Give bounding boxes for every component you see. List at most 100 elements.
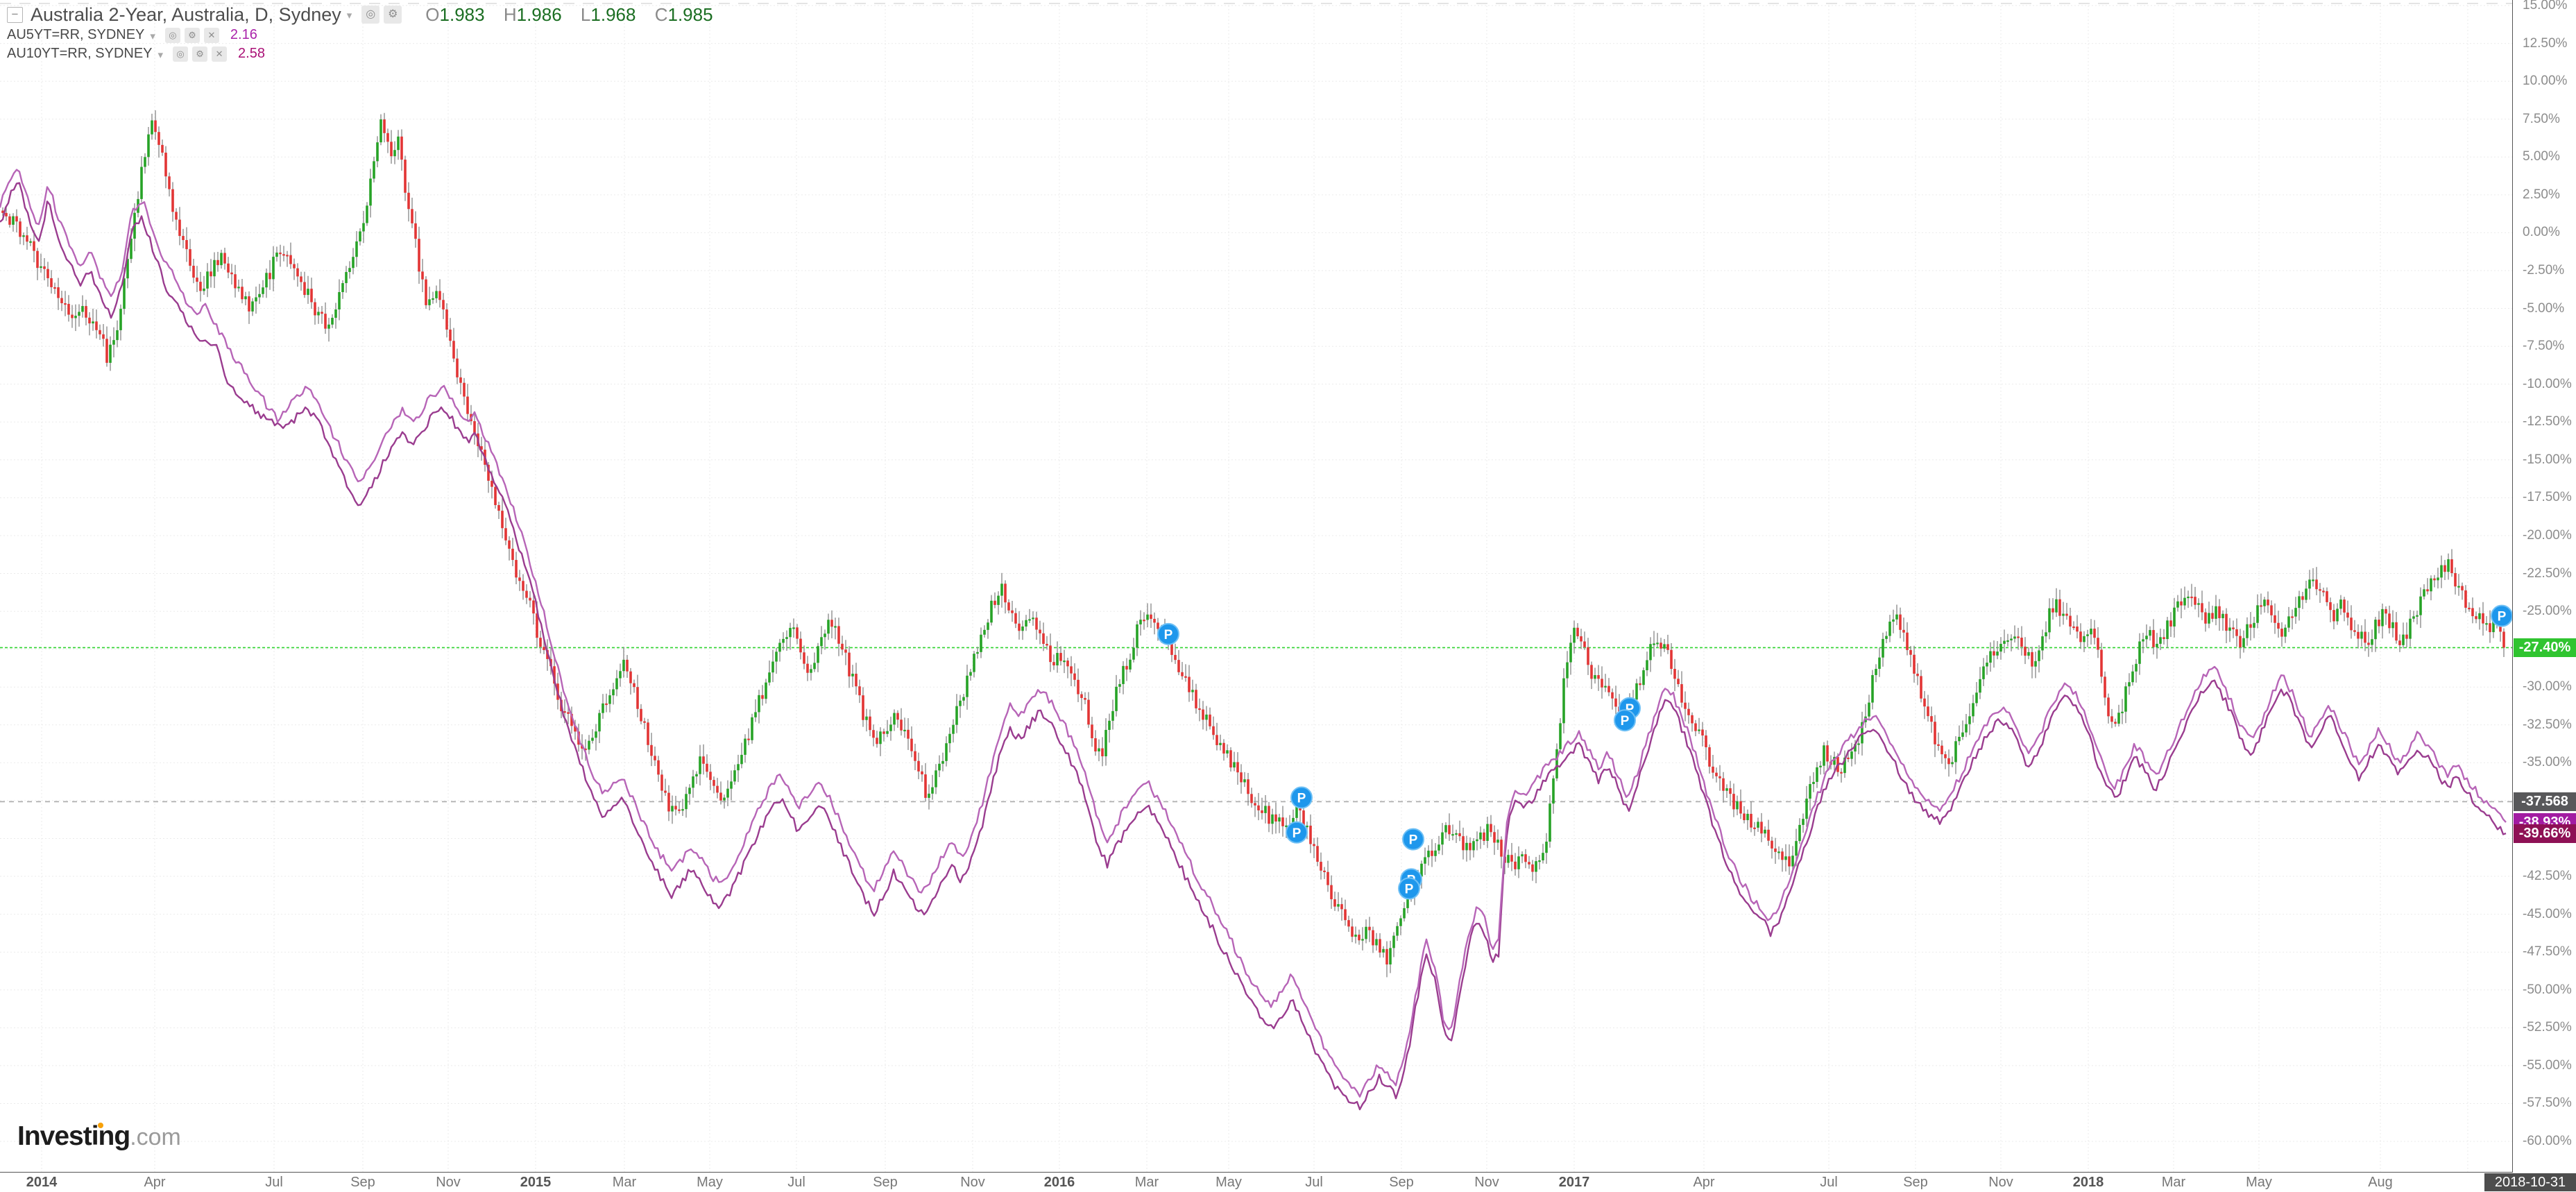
high-value: 1.986	[516, 3, 562, 25]
time-axis-label: May	[697, 1175, 723, 1190]
position-marker[interactable]: P	[1402, 828, 1424, 851]
time-axis-label: 2015	[520, 1175, 552, 1190]
visibility-icon[interactable]: ◎	[173, 46, 189, 62]
open-label: O	[425, 3, 440, 25]
position-marker[interactable]: P	[2491, 604, 2513, 627]
investing-logo: Investing.com	[17, 1121, 181, 1152]
time-axis-label: Mar	[1134, 1175, 1159, 1190]
low-value: 1.968	[590, 3, 636, 25]
time-axis-label: Apr	[1693, 1175, 1715, 1190]
close-icon[interactable]: ✕	[203, 27, 219, 43]
time-axis-label: Jul	[1305, 1175, 1323, 1190]
price-axis-label: -35.00%	[2523, 755, 2572, 770]
svg-text:P: P	[2498, 610, 2507, 624]
main-symbol-row: − Australia 2-Year, Australia, D, Sydney…	[7, 4, 713, 25]
logo-text: Investing	[17, 1121, 130, 1151]
position-marker[interactable]: P	[1290, 786, 1313, 809]
gear-icon[interactable]: ⚙	[184, 27, 200, 43]
time-axis-label: Jul	[1820, 1175, 1838, 1190]
time-axis-label: 2014	[26, 1175, 58, 1190]
price-axis-label: -47.50%	[2523, 944, 2572, 960]
chevron-down-icon[interactable]: ▾	[150, 30, 155, 42]
gear-icon[interactable]: ⚙	[192, 46, 208, 62]
price-axis-label: 0.00%	[2523, 225, 2560, 240]
time-axis-label: Jul	[265, 1175, 283, 1190]
price-axis-label: -2.50%	[2523, 262, 2565, 278]
symbol-title[interactable]: Australia 2-Year, Australia, D, Sydney	[31, 3, 341, 25]
time-axis-label: May	[2246, 1175, 2272, 1190]
low-label: L	[580, 3, 591, 25]
price-axis-label: -22.50%	[2523, 565, 2572, 581]
price-axis-label: -10.00%	[2523, 376, 2572, 391]
close-icon[interactable]: ✕	[212, 46, 228, 62]
price-axis-label: -12.50%	[2523, 414, 2572, 429]
price-axis-label: -57.50%	[2523, 1096, 2572, 1111]
price-axis-label: 12.50%	[2523, 35, 2568, 51]
price-axis-label: -20.00%	[2523, 527, 2572, 543]
position-marker[interactable]: P	[1157, 622, 1179, 645]
gear-icon[interactable]: ⚙	[384, 6, 402, 24]
position-marker[interactable]: P	[1286, 821, 1308, 844]
time-axis-label: Mar	[2161, 1175, 2186, 1190]
time-axis-label: Jul	[787, 1175, 805, 1190]
series-value: 2.16	[230, 27, 257, 42]
price-axis-label: 7.50%	[2523, 111, 2560, 126]
logo-orange-dot-icon	[98, 1123, 103, 1128]
series-name[interactable]: AU5YT=RR, SYDNEY	[7, 27, 145, 42]
position-marker[interactable]: P	[1614, 709, 1636, 732]
time-axis-label: Sep	[1903, 1175, 1928, 1190]
series-value: 2.58	[238, 46, 265, 61]
ohlc-values: O1.983 H1.986 L1.968 C1.985	[425, 4, 713, 26]
price-axis-label: 10.00%	[2523, 74, 2568, 89]
svg-text:P: P	[1409, 833, 1418, 848]
time-axis-label: Nov	[960, 1175, 985, 1190]
svg-text:P: P	[1621, 714, 1630, 729]
time-axis-label: Sep	[1389, 1175, 1414, 1190]
time-axis-label: 2016	[1043, 1175, 1075, 1190]
price-axis-label: 2.50%	[2523, 187, 2560, 202]
time-axis-label: 2018	[2072, 1175, 2104, 1190]
au10yt-price-label: -39.66%	[2514, 824, 2576, 843]
time-axis-label: Sep	[350, 1175, 375, 1190]
price-axis-label: -50.00%	[2523, 982, 2572, 997]
price-axis-label: -32.50%	[2523, 717, 2572, 732]
logo-suffix: .com	[130, 1124, 181, 1150]
visibility-icon[interactable]: ◎	[361, 6, 380, 24]
compare-series-row-au5yt: AU5YT=RR, SYDNEY ▾ ◎ ⚙ ✕ 2.16	[7, 26, 713, 44]
price-axis-label: -45.00%	[2523, 906, 2572, 921]
position-marker[interactable]: P	[1398, 877, 1420, 900]
time-axis-label: Apr	[144, 1175, 166, 1190]
chevron-down-icon[interactable]: ▾	[346, 10, 352, 22]
series-name[interactable]: AU10YT=RR, SYDNEY	[7, 46, 153, 61]
price-axis-label: -7.50%	[2523, 339, 2565, 354]
svg-text:P: P	[1293, 826, 1302, 841]
price-axis-label: 5.00%	[2523, 149, 2560, 164]
price-axis-label: -17.50%	[2523, 490, 2572, 505]
close-value: 1.985	[667, 3, 713, 25]
open-value: 1.983	[439, 3, 485, 25]
compare-series-row-au10yt: AU10YT=RR, SYDNEY ▾ ◎ ⚙ ✕ 2.58	[7, 45, 713, 62]
last-price-label: -27.40%	[2514, 638, 2576, 657]
time-axis[interactable]: 2014 Apr Jul Sep Nov 2015 Mar May Jul Sep Nov 2016 M…	[0, 1173, 2576, 1192]
legend: − Australia 2-Year, Australia, D, Sydney…	[7, 4, 713, 62]
svg-text:P: P	[1164, 628, 1173, 642]
price-axis-label: -5.00%	[2523, 300, 2565, 316]
price-axis[interactable]: 15.00% 12.50% 10.00% 7.50% 5.00% 2.50% 0.00% -2…	[2513, 0, 2576, 1173]
last-date-badge: 2018-10-31	[2484, 1173, 2576, 1191]
time-axis-label: Mar	[612, 1175, 637, 1190]
time-axis-label: 2017	[1558, 1175, 1590, 1190]
price-axis-label: -15.00%	[2523, 452, 2572, 467]
price-axis-label: -52.50%	[2523, 1020, 2572, 1035]
time-axis-label: May	[1216, 1175, 1242, 1190]
collapse-icon[interactable]: −	[7, 6, 23, 23]
chevron-down-icon[interactable]: ▾	[157, 49, 164, 61]
visibility-icon[interactable]: ◎	[164, 27, 180, 43]
high-label: H	[503, 3, 517, 25]
price-axis-label: -55.00%	[2523, 1057, 2572, 1073]
price-axis-label: 15.00%	[2523, 0, 2568, 12]
close-label: C	[654, 3, 668, 25]
svg-text:P: P	[1297, 792, 1306, 806]
time-axis-label: Nov	[1474, 1175, 1499, 1190]
